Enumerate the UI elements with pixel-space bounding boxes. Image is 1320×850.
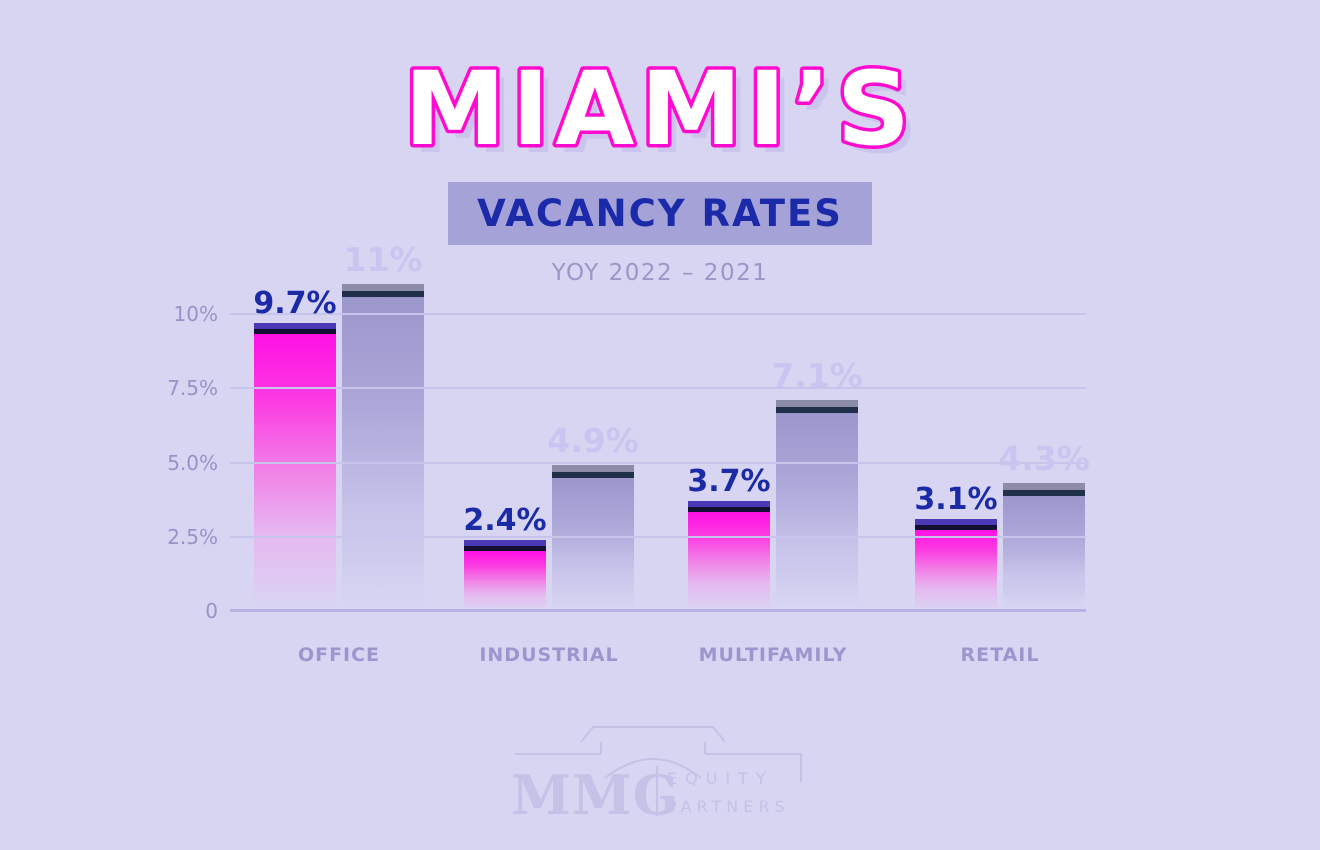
bar-cap [464,540,546,546]
mmg-logo-word-partners: PARTNERS [667,797,790,816]
gridline-7.5% [230,387,1086,390]
y-tick-2.5%: 2.5% [167,524,218,549]
bar-body [915,530,997,611]
category-label-office: OFFICE [297,644,381,666]
bar-stripe [464,546,546,551]
y-tick-10%: 10% [173,302,218,326]
mmg-logo-word-equity: EQUITY [667,769,774,788]
value-label-2021-retail: 4.3% [998,439,1090,478]
bar-stripe [915,525,997,530]
gridline-2.5% [230,535,1086,538]
page-title: MIAMI’S [404,50,916,169]
mmg-logo: MMG EQUITY PARTNERS [511,726,802,825]
bar-2021-industrial [552,465,634,611]
bar-cap [776,400,858,407]
bar-stripe [254,329,336,334]
category-label-multifamily: MULTIFAMILY [698,644,848,666]
bar-cap [688,501,770,507]
bar-2022-office [254,323,336,611]
value-label-2022-office: 9.7% [253,286,337,321]
bar-stripe [1003,490,1085,496]
gridline-5.0% [230,461,1086,464]
bar-cap [342,284,424,291]
bar-cap [254,323,336,329]
y-tick-0: 0 [205,599,218,623]
y-tick-5.0%: 5.0% [167,450,218,475]
bar-stripe [776,407,858,413]
bar-stripe [688,507,770,512]
gridline-10% [230,313,1086,315]
bar-body [688,512,770,611]
page-title-shadow: MIAMI’S [412,58,924,177]
bar-body [1003,496,1085,611]
category-label-retail: RETAIL [960,644,1040,666]
plot-area: 0 2.5% 5.0% 7.5% 10% 9.7% 11% OFFICE 2.4% 4.9% IND… [167,240,1090,666]
bar-cap [1003,483,1085,490]
x-axis-line [230,609,1086,612]
bar-body [342,297,424,611]
value-label-2022-multifamily: 3.7% [687,464,771,499]
subtitle-badge-label: VACANCY RATES [477,192,843,235]
bar-2021-office [342,284,424,611]
value-label-2022-retail: 3.1% [914,482,998,517]
page-title-art: MIAMI’S MIAMI’S [400,47,924,178]
bar-body [776,413,858,611]
bar-stripe [552,472,634,478]
y-tick-7.5%: 7.5% [167,376,218,401]
subtitle-badge: VACANCY RATES [448,182,872,245]
value-label-2021-multifamily: 7.1% [771,356,863,395]
bar-2021-multifamily [776,400,858,611]
value-label-2021-industrial: 4.9% [547,421,639,460]
bar-cap [552,465,634,472]
mmg-logo-arch [515,726,802,816]
value-label-2021-office: 11% [343,240,423,279]
period-subtitle: YOY 2022 – 2021 [551,260,769,286]
bar-stripe [342,291,424,297]
bar-body [552,478,634,611]
value-label-2022-industrial: 2.4% [463,503,547,538]
bar-2022-multifamily [688,501,770,611]
bar-body [254,334,336,611]
bar-cap [915,519,997,525]
bar-2021-retail [1003,483,1085,611]
bar-2022-retail [915,519,997,611]
bar-body [464,551,546,611]
bar-2022-industrial [464,540,546,611]
category-label-industrial: INDUSTRIAL [479,644,619,666]
mmg-logo-brand: MMG [511,763,680,825]
